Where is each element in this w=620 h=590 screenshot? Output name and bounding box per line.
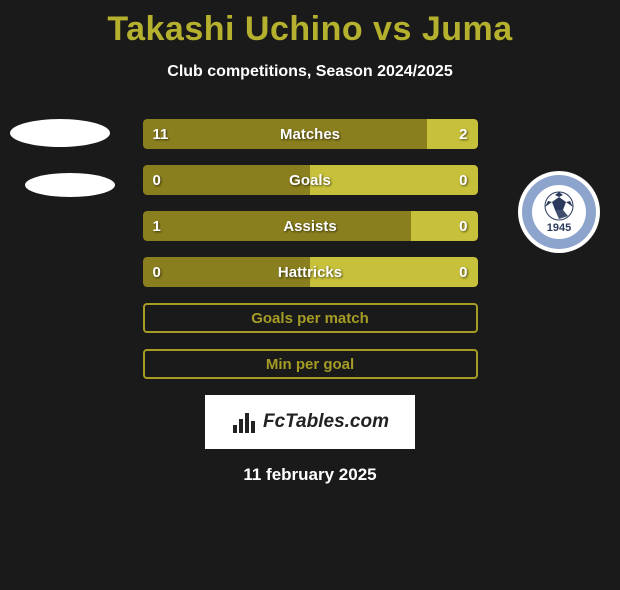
stats-list: 11 2 Matches 0 0 Goals 1 0 Assists 0 0 Hattricks Goa… xyxy=(143,119,478,379)
stat-value-left: 0 xyxy=(153,172,161,189)
stat-value-right: 0 xyxy=(459,218,467,235)
stat-bar-left xyxy=(143,165,311,195)
date-label: 11 february 2025 xyxy=(0,465,620,485)
stat-value-right: 2 xyxy=(459,126,467,143)
stat-row: Min per goal xyxy=(143,349,478,379)
comparison-content: 1945 11 2 Matches 0 0 Goals 1 0 Assists 0 0 Hattric… xyxy=(0,119,620,485)
svg-text:1945: 1945 xyxy=(547,222,571,234)
club-badge-right: 1945 xyxy=(518,171,600,253)
club-ellipse-left xyxy=(25,173,115,197)
bars-icon xyxy=(231,409,257,435)
stat-label: Hattricks xyxy=(278,264,342,281)
stat-bar-right xyxy=(427,119,477,149)
branding-box: FcTables.com xyxy=(205,395,415,449)
stat-label: Goals per match xyxy=(251,310,369,327)
stat-row: Goals per match xyxy=(143,303,478,333)
stat-label: Matches xyxy=(280,126,340,143)
club-ellipse-left xyxy=(10,119,110,147)
stat-bar-right xyxy=(310,165,478,195)
stat-value-left: 1 xyxy=(153,218,161,235)
stat-row: 11 2 Matches xyxy=(143,119,478,149)
stat-value-right: 0 xyxy=(459,264,467,281)
page-subtitle: Club competitions, Season 2024/2025 xyxy=(0,63,620,81)
stat-row: 0 0 Goals xyxy=(143,165,478,195)
page-title: Takashi Uchino vs Juma xyxy=(0,10,620,49)
stat-value-right: 0 xyxy=(459,172,467,189)
stat-row: 1 0 Assists xyxy=(143,211,478,241)
stat-label: Min per goal xyxy=(266,356,354,373)
stat-label: Assists xyxy=(283,218,336,235)
stat-value-left: 0 xyxy=(153,264,161,281)
branding-text: FcTables.com xyxy=(263,411,389,433)
stat-label: Goals xyxy=(289,172,331,189)
stat-bar-left xyxy=(143,211,411,241)
stat-row: 0 0 Hattricks xyxy=(143,257,478,287)
stat-value-left: 11 xyxy=(153,126,169,143)
